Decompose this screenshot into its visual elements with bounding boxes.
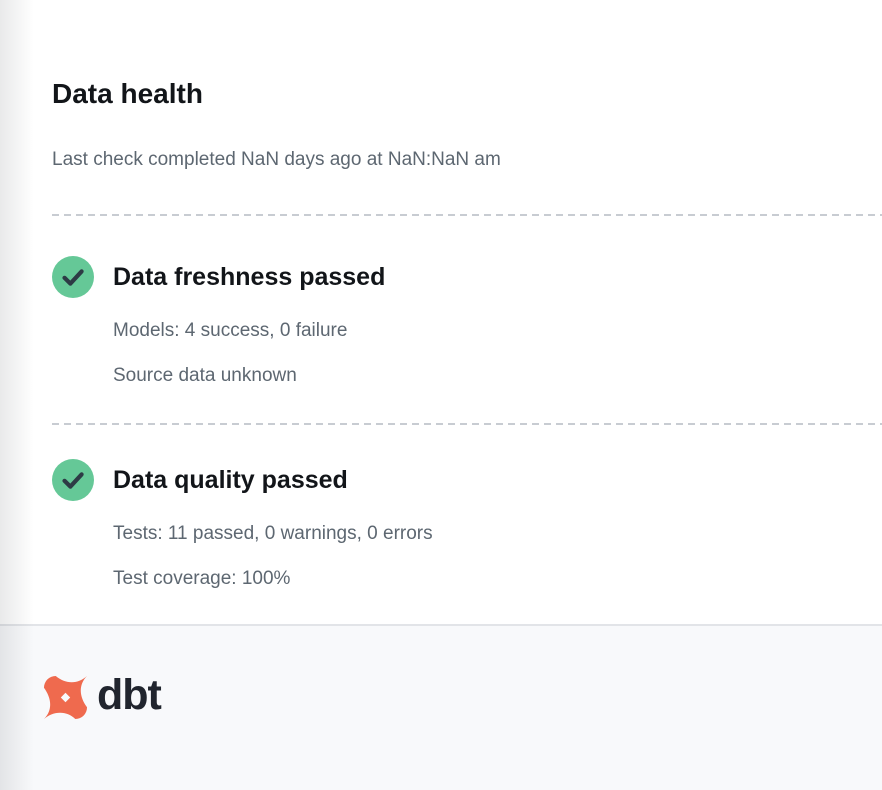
dbt-wordmark: dbt xyxy=(97,670,162,719)
section-detail-line: Tests: 11 passed, 0 warnings, 0 errors xyxy=(113,522,433,544)
quality-section: Data quality passed Tests: 11 passed, 0 … xyxy=(52,458,882,590)
dbt-logo-icon xyxy=(42,674,89,721)
data-health-panel: Data health Last check completed NaN day… xyxy=(52,78,882,590)
freshness-section: Data freshness passed Models: 4 success,… xyxy=(52,255,882,387)
footer: dbt xyxy=(0,624,882,790)
check-circle-icon xyxy=(52,255,94,298)
page-title: Data health xyxy=(52,78,203,109)
section-detail-line: Models: 4 success, 0 failure xyxy=(113,319,348,341)
section-detail-line: Test coverage: 100% xyxy=(113,567,291,589)
dashed-divider xyxy=(52,422,882,425)
section-detail-line: Source data unknown xyxy=(113,364,297,386)
dbt-logo[interactable]: dbt xyxy=(42,670,162,721)
dashed-divider xyxy=(52,213,882,216)
section-heading: Data freshness passed xyxy=(113,262,386,291)
last-check-status: Last check completed NaN days ago at NaN… xyxy=(52,149,501,171)
check-circle-icon xyxy=(52,458,94,501)
section-heading: Data quality passed xyxy=(113,465,348,494)
